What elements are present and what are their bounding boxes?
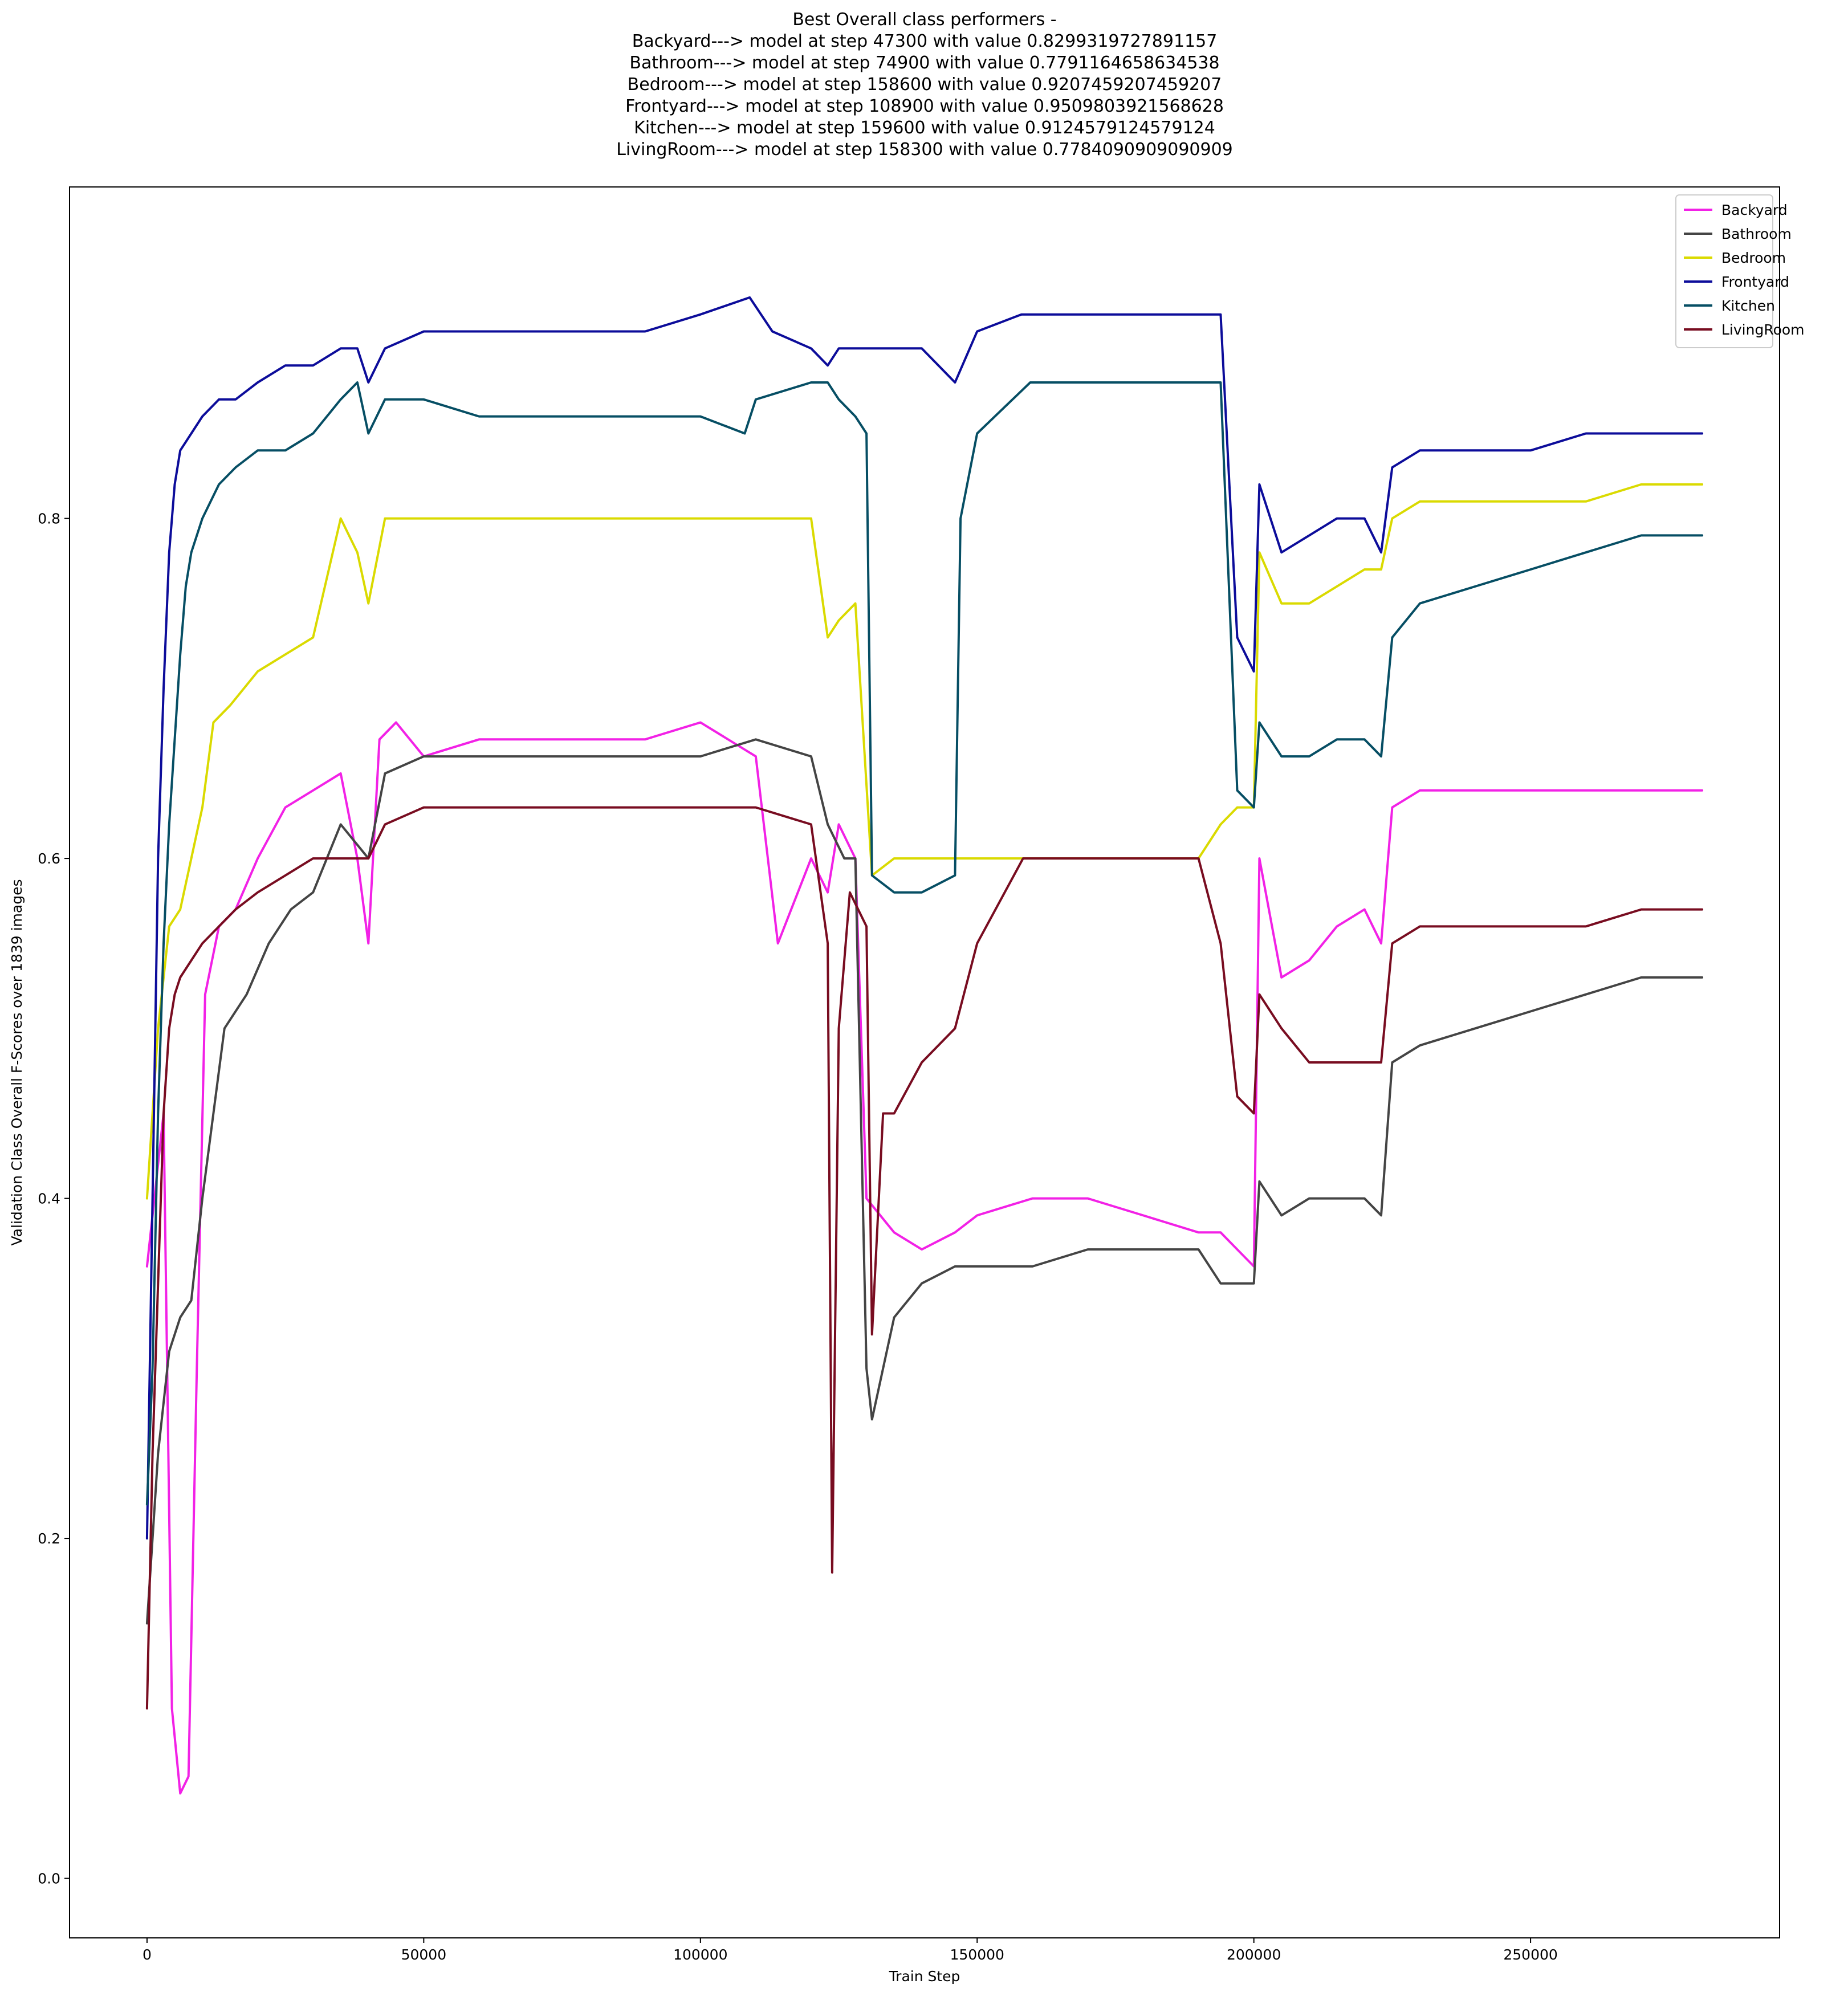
x-tick-label: 50000 <box>401 1946 447 1963</box>
x-tick-label: 150000 <box>950 1946 1004 1963</box>
title-line: Bedroom---> model at step 158600 with va… <box>628 75 1222 95</box>
y-tick-label: 0.4 <box>38 1191 60 1207</box>
y-tick-label: 0.2 <box>38 1530 60 1547</box>
legend-label: LivingRoom <box>1721 321 1805 338</box>
series-line-bathroom <box>145 738 1704 1625</box>
y-tick-label: 0.6 <box>38 850 60 867</box>
chart-title: Best Overall class performers -Backyard-… <box>616 10 1233 160</box>
legend-label: Kitchen <box>1721 298 1775 314</box>
y-axis-ticks: 0.0 0.2 0.4 0.6 0.8 <box>38 511 70 1887</box>
title-line: LivingRoom---> model at step 158300 with… <box>616 140 1233 160</box>
series-line-livingroom <box>145 806 1704 1710</box>
legend: Backyard Bathroom Bedroom Frontyard Kitchen L… <box>1675 194 1805 348</box>
series-lines <box>145 296 1704 1795</box>
legend-label: Bedroom <box>1721 250 1786 266</box>
x-tick-label: 250000 <box>1503 1946 1557 1963</box>
title-line: Frontyard---> model at step 108900 with … <box>625 96 1224 116</box>
x-axis-label: Train Step <box>889 1968 960 1985</box>
legend-label: Bathroom <box>1721 226 1792 242</box>
y-tick-label: 0.8 <box>38 511 60 527</box>
series-line-bedroom <box>145 483 1704 1200</box>
title-line: Bathroom---> model at step 74900 with va… <box>629 53 1219 73</box>
title-line: Best Overall class performers - <box>792 10 1056 30</box>
legend-label: Frontyard <box>1721 274 1789 290</box>
series-line-backyard <box>145 721 1704 1795</box>
x-tick-label: 100000 <box>673 1946 727 1963</box>
series-line-kitchen <box>145 381 1704 1506</box>
plot-frame <box>69 186 1780 1938</box>
series-line-frontyard <box>145 296 1704 1540</box>
y-tick-label: 0.0 <box>38 1871 60 1887</box>
x-tick-label: 0 <box>143 1946 152 1963</box>
y-axis-label: Validation Class Overall F-Scores over 1… <box>9 879 25 1246</box>
x-axis-ticks: 0 50000 100000 150000 200000 250000 <box>143 1938 1558 1963</box>
title-line: Kitchen---> model at step 159600 with va… <box>634 118 1215 138</box>
legend-label: Backyard <box>1721 202 1788 218</box>
title-line: Backyard---> model at step 47300 with va… <box>632 31 1218 51</box>
x-tick-label: 200000 <box>1227 1946 1281 1963</box>
